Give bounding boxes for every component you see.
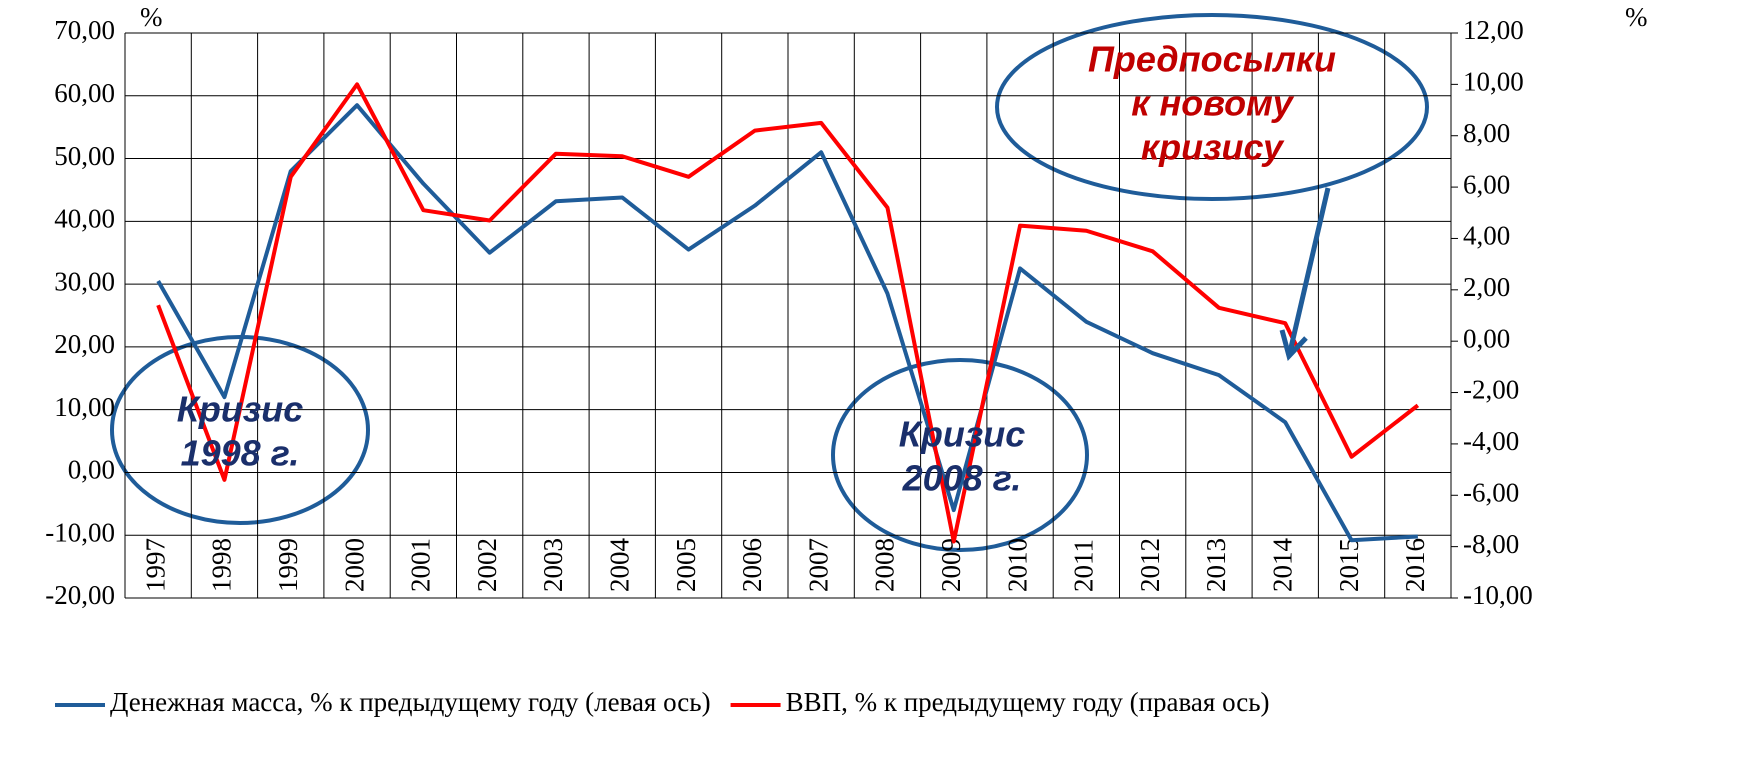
series-line — [156, 82, 1420, 544]
x-tick-label: 1998 — [207, 538, 237, 592]
legend-label: Денежная масса, % к предыдущему году (ле… — [110, 687, 711, 717]
ellipse — [110, 335, 370, 525]
x-tick-label: 2006 — [737, 538, 767, 592]
y2-unit: % — [1625, 2, 1648, 32]
y-tick-label: 0,00 — [68, 455, 115, 485]
x-tick-label: 2014 — [1267, 538, 1297, 593]
x-tick-label: 2007 — [803, 538, 833, 592]
arrow — [1287, 187, 1331, 353]
annotation: кризису — [1141, 127, 1285, 168]
ellipse — [995, 13, 1429, 201]
arrow-head — [1279, 329, 1308, 361]
y2-tick-label: 6,00 — [1463, 169, 1510, 199]
y2-tick-label: 0,00 — [1463, 323, 1510, 353]
x-tick-label: 2004 — [604, 538, 634, 593]
x-tick-label: 2002 — [472, 538, 502, 592]
y2-tick-label: -8,00 — [1463, 529, 1519, 559]
y2-tick-label: 12,00 — [1463, 15, 1524, 45]
legend-label: ВВП, % к предыдущему году (правая ось) — [786, 687, 1270, 717]
x-tick-label: 2005 — [671, 538, 701, 592]
y2-tick-label: -6,00 — [1463, 477, 1519, 507]
x-tick-label: 2003 — [538, 538, 568, 592]
x-tick-label: 2010 — [1002, 538, 1032, 592]
series-line — [156, 103, 1418, 543]
y2-tick-label: 4,00 — [1463, 221, 1510, 251]
y2-tick-label: -10,00 — [1463, 580, 1533, 610]
ellipse — [831, 358, 1089, 552]
x-tick-label: 2016 — [1400, 538, 1430, 592]
y-tick-label: 30,00 — [54, 266, 115, 296]
x-tick-label: 2008 — [870, 538, 900, 592]
y-tick-label: 20,00 — [54, 329, 115, 359]
annotation: 1998 г. — [181, 433, 300, 474]
y-unit: % — [140, 2, 163, 32]
x-tick-label: 2001 — [406, 538, 436, 592]
y-tick-label: -20,00 — [45, 580, 115, 610]
x-tick-label: 2000 — [339, 538, 369, 592]
y2-tick-label: 2,00 — [1463, 272, 1510, 302]
x-tick-label: 2013 — [1201, 538, 1231, 592]
x-tick-label: 2015 — [1334, 538, 1364, 592]
x-tick-label: 2012 — [1135, 538, 1165, 592]
annotation: к новому — [1131, 83, 1294, 124]
x-tick-label: 1997 — [140, 538, 170, 592]
y2-tick-label: -2,00 — [1463, 375, 1519, 405]
y-tick-label: 70,00 — [54, 15, 115, 45]
y-tick-label: -10,00 — [45, 517, 115, 547]
x-tick-label: 2011 — [1069, 539, 1099, 592]
annotation: Кризис — [177, 389, 304, 430]
y-tick-label: 50,00 — [54, 141, 115, 171]
y2-tick-label: -4,00 — [1463, 426, 1519, 456]
annotation: 2008 г. — [902, 458, 1022, 499]
y2-tick-label: 10,00 — [1463, 67, 1524, 97]
y-tick-label: 60,00 — [54, 78, 115, 108]
annotation: Предпосылки — [1088, 39, 1336, 80]
annotation: Кризис — [899, 414, 1026, 455]
x-tick-label: 2009 — [936, 538, 966, 592]
x-tick-label: 1999 — [273, 538, 303, 592]
y-tick-label: 40,00 — [54, 204, 115, 234]
y2-tick-label: 8,00 — [1463, 118, 1510, 148]
y-tick-label: 10,00 — [54, 392, 115, 422]
